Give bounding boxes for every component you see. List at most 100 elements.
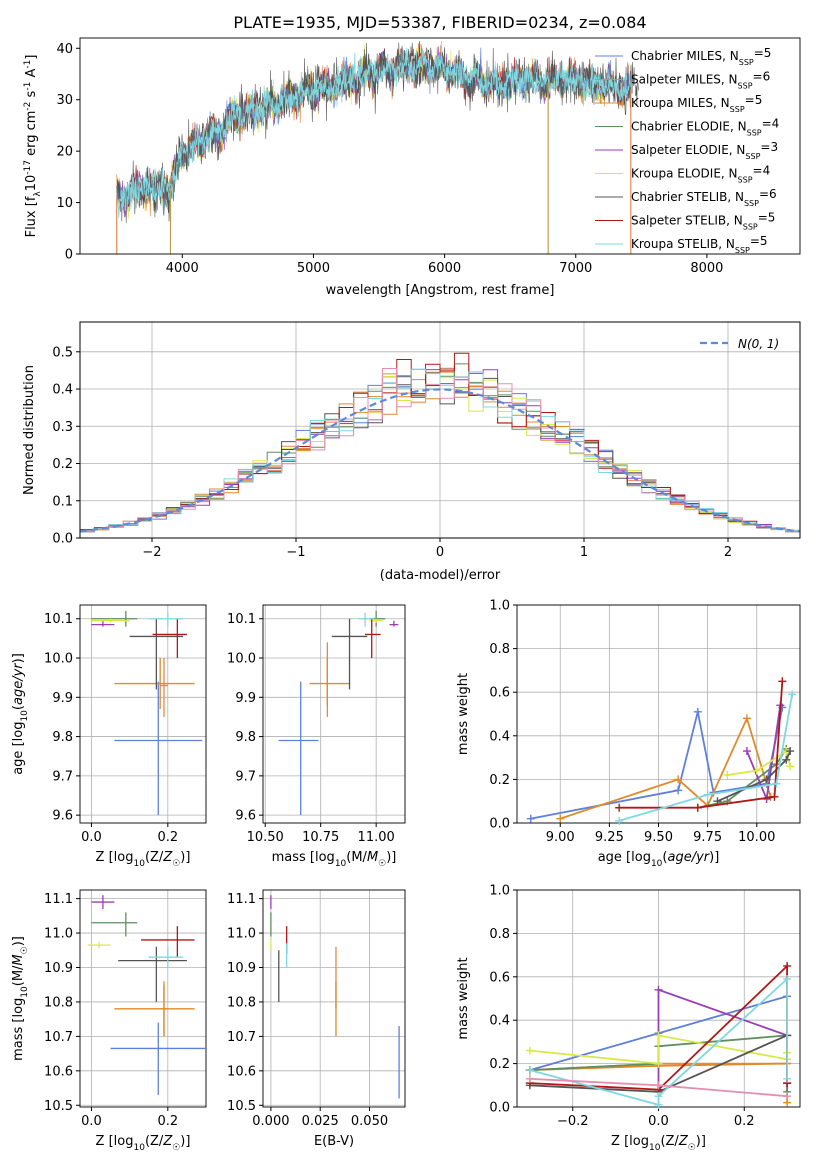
- weight-series-marker: [654, 1059, 663, 1068]
- legend-label: Salpeter ELODIE, NSSP=3: [631, 140, 778, 161]
- x-tick-label: 0.0: [648, 1114, 669, 1129]
- x-tick-label: 8000: [690, 261, 723, 276]
- axes-frame: [79, 604, 207, 824]
- x-axis-label: Z [log10(Z/Z☉)]: [611, 1134, 706, 1153]
- y-tick-label: 10.9: [44, 961, 73, 976]
- axes-frame: [262, 889, 406, 1108]
- weight-series-marker: [783, 974, 792, 983]
- y-tick-label: 11.0: [44, 927, 73, 942]
- y-tick-label: 11.1: [227, 892, 256, 907]
- y-axis-label: Normed distribution: [22, 365, 37, 495]
- weight-series-line: [619, 681, 784, 809]
- y-tick-label: 0.2: [489, 1057, 510, 1072]
- y-tick-label: 0.3: [52, 420, 73, 435]
- y-tick-label: 9.7: [52, 769, 73, 784]
- chart-spectrum: 4000 5000 6000 7000 8000 0 10 20 30 40 wavelength …: [23, 37, 801, 298]
- chart-age-vs-Z: 0.0 0.2 9.6 9.7 9.8 9.9 10.0 10.1 Z [log10(Z/Z☉)…: [11, 604, 207, 869]
- y-tick-label: 0.4: [52, 383, 73, 398]
- x-tick-label: 0.025: [302, 1114, 339, 1129]
- legend-label: Salpeter MILES, NSSP=6: [631, 70, 770, 91]
- legend-label: Chabrier ELODIE, NSSP=4: [631, 117, 779, 138]
- y-tick-label: 9.6: [235, 809, 256, 824]
- weight-series-marker: [556, 814, 565, 823]
- axes-frame: [79, 889, 207, 1108]
- figure-title: PLATE=1935, MJD=53387, FIBERID=0234, z=0…: [233, 13, 646, 32]
- x-tick-label: 9.50: [644, 830, 673, 845]
- x-tick-label: 10.00: [738, 830, 775, 845]
- weight-series-marker: [783, 1074, 792, 1083]
- y-tick-label: 0.4: [489, 1014, 510, 1029]
- y-axis-label: mass [log10(M/M☉)]: [11, 936, 30, 1061]
- x-axis-label: Z [log10(Z/Z☉)]: [96, 1134, 191, 1153]
- x-tick-label: 11.00: [358, 830, 395, 845]
- y-tick-label: 9.8: [235, 730, 256, 745]
- legend-label: Chabrier MILES, NSSP=5: [631, 46, 771, 67]
- x-tick-label: 5000: [297, 261, 330, 276]
- x-axis-label: age [log10(age/yr)]: [598, 850, 720, 869]
- x-tick-label: 0.0: [81, 830, 102, 845]
- y-tick-label: 20: [56, 145, 73, 160]
- legend-label: N(0, 1): [738, 337, 779, 351]
- y-tick-label: 1.0: [489, 884, 510, 899]
- y-tick-label: 0.1: [52, 494, 73, 509]
- y-tick-label: 10.0: [227, 652, 256, 667]
- x-axis-label: mass [log10(M/M☉)]: [272, 850, 397, 869]
- weight-series-line: [618, 694, 793, 822]
- weight-series-marker: [772, 779, 781, 788]
- weight-series-marker: [615, 803, 624, 812]
- legend-label: Salpeter STELIB, NSSP=5: [631, 211, 775, 232]
- x-axis-label: Z [log10(Z/Z☉)]: [96, 850, 191, 869]
- chart-age-vs-mass: 10.50 10.75 11.00 9.6 9.7 9.8 9.9 10.0 10.1 mass …: [227, 604, 406, 869]
- y-tick-label: 1.0: [489, 599, 510, 614]
- y-tick-label: 9.7: [235, 769, 256, 784]
- weight-series-marker: [752, 766, 761, 775]
- legend-label: Kroupa MILES, NSSP=5: [631, 93, 762, 114]
- x-tick-label: 9.25: [595, 830, 624, 845]
- y-tick-label: 10.9: [227, 961, 256, 976]
- weight-series-marker: [693, 707, 702, 716]
- weight-series-marker: [693, 803, 702, 812]
- y-tick-label: 0.4: [489, 729, 510, 744]
- y-tick-label: 10.8: [227, 995, 256, 1010]
- y-tick-label: 9.8: [52, 730, 73, 745]
- axes-frame: [262, 604, 406, 824]
- y-tick-label: 0.0: [489, 817, 510, 832]
- weight-series-marker: [615, 816, 624, 825]
- weight-series-marker: [782, 755, 791, 764]
- y-tick-label: 10.0: [44, 652, 73, 667]
- y-tick-label: 10.8: [44, 995, 73, 1010]
- y-axis-label: age [log10(age/yr)]: [11, 653, 30, 775]
- y-tick-label: 0.2: [489, 773, 510, 788]
- x-axis-label: wavelength [Angstrom, rest frame]: [326, 283, 555, 298]
- x-tick-label: 0.0: [81, 1114, 102, 1129]
- weight-series-marker: [783, 1092, 792, 1101]
- x-tick-label: 0.050: [351, 1114, 388, 1129]
- weight-series-marker: [742, 714, 751, 723]
- legend-label: Chabrier STELIB, NSSP=6: [631, 187, 777, 208]
- x-tick-label: 0: [436, 545, 444, 560]
- x-tick-label: 0.2: [157, 830, 178, 845]
- y-tick-label: 11.1: [44, 892, 73, 907]
- x-tick-label: 2: [724, 545, 732, 560]
- weight-series-marker: [654, 985, 663, 994]
- y-tick-label: 9.9: [52, 691, 73, 706]
- y-axis-label: mass weight: [456, 673, 471, 755]
- x-tick-label: 10.75: [302, 830, 339, 845]
- weight-series-marker: [654, 1031, 663, 1040]
- histogram-series: [80, 368, 800, 533]
- y-axis-label: mass weight: [456, 957, 471, 1039]
- y-tick-label: 10.6: [44, 1064, 73, 1079]
- weight-series-marker: [778, 677, 787, 686]
- y-tick-label: 10.1: [44, 612, 73, 627]
- x-tick-label: 4000: [166, 261, 199, 276]
- y-tick-label: 9.9: [235, 691, 256, 706]
- chart-mass-weight-vs-age: 9.00 9.25 9.50 9.75 10.00 0.0 0.2 0.4 0.6 0.8 1.0 a…: [456, 599, 801, 869]
- x-tick-label: −2: [142, 545, 161, 560]
- y-tick-label: 0.8: [489, 642, 510, 657]
- y-tick-label: 0.0: [489, 1101, 510, 1116]
- chart-residuals: −2 −1 0 1 2 0.0 0.1 0.2 0.3 0.4 0.5 (data-model)/er…: [22, 321, 801, 583]
- y-tick-label: 0.8: [489, 927, 510, 942]
- x-tick-label: 9.75: [693, 830, 722, 845]
- weight-series-marker: [525, 1046, 534, 1055]
- weight-series-marker: [654, 1100, 663, 1109]
